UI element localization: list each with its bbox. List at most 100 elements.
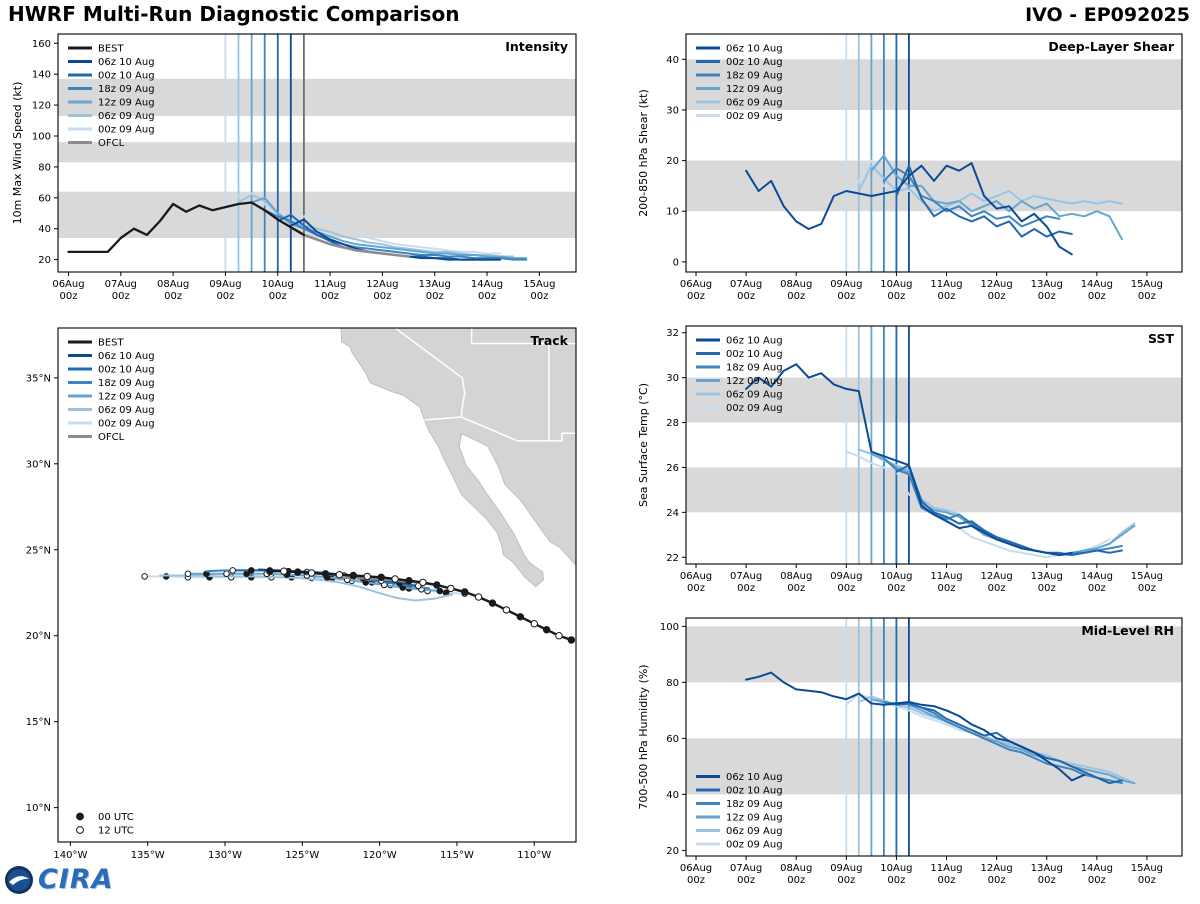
svg-text:120: 120 [32, 101, 51, 112]
track-point-00utc [405, 577, 413, 585]
svg-text:00z 10 Aug: 00z 10 Aug [726, 349, 783, 360]
intensity-axes: 06Aug00z07Aug00z08Aug00z09Aug00z10Aug00z… [32, 39, 556, 302]
svg-text:18z 09 Aug: 18z 09 Aug [98, 84, 155, 95]
svg-text:00z: 00z [887, 875, 905, 886]
svg-text:12z 09 Aug: 12z 09 Aug [98, 392, 155, 403]
svg-text:12z 09 Aug: 12z 09 Aug [726, 376, 783, 387]
track-point-00utc [542, 626, 551, 634]
rh-chart-panel: 06Aug 00z 07Aug 00z 08Aug 00z 09Aug 00z 10Aug 00z… [634, 612, 1192, 900]
svg-text:00z: 00z [478, 291, 496, 302]
svg-text:32: 32 [666, 328, 679, 339]
svg-text:00z: 00z [887, 583, 905, 594]
track-legend: BEST 06z 10 Aug 00z 10 Aug 18z 09 Aug 12z 09… [68, 338, 155, 443]
sst-title: SST [1148, 331, 1174, 346]
track-point-00utc [349, 571, 357, 580]
svg-text:00z 09 Aug: 00z 09 Aug [98, 125, 155, 136]
svg-text:15Aug: 15Aug [1131, 279, 1163, 290]
track-point-00utc [433, 581, 441, 589]
shading-band [686, 467, 1182, 513]
track-point-12utc [141, 573, 148, 580]
intensity-frame [57, 33, 577, 273]
svg-text:00z: 00z [59, 291, 77, 302]
svg-text:00z: 00z [216, 291, 234, 302]
series-12z-09-aug [250, 196, 528, 260]
svg-text:13Aug: 13Aug [1031, 571, 1063, 582]
svg-text:00 UTC: 00 UTC [98, 812, 134, 823]
shear-ylabel: 200-850 hPa Shear (kt) [637, 89, 650, 217]
svg-text:00z: 00z [112, 291, 130, 302]
svg-text:00z: 00z [787, 583, 805, 594]
track-axes: 140°W 135°W 130°W 125°W 120°W 115°W 110°W 10°N 1… [26, 373, 552, 861]
svg-text:00z: 00z [737, 291, 755, 302]
svg-text:115°W: 115°W [440, 850, 474, 861]
svg-text:60: 60 [666, 734, 679, 745]
series-12z-09-aug [870, 698, 1136, 785]
svg-text:00z: 00z [988, 875, 1006, 886]
svg-text:09Aug: 09Aug [830, 863, 862, 874]
series-ofcl [289, 225, 410, 258]
svg-text:160: 160 [32, 39, 51, 50]
svg-text:06z 10 Aug: 06z 10 Aug [726, 44, 783, 55]
track-figure: 140°W 135°W 130°W 125°W 120°W 115°W 110°W 10°N 1… [26, 327, 577, 861]
svg-text:00z: 00z [164, 291, 182, 302]
svg-text:30: 30 [666, 105, 679, 116]
svg-text:135°W: 135°W [131, 850, 165, 861]
track-point-00utc [266, 567, 274, 575]
svg-text:08Aug: 08Aug [780, 571, 812, 582]
svg-text:28: 28 [666, 418, 679, 429]
svg-text:11Aug: 11Aug [930, 571, 962, 582]
track-point-00utc [461, 588, 469, 596]
track-point-12utc [391, 575, 399, 583]
svg-text:11Aug: 11Aug [930, 863, 962, 874]
svg-text:18z 09 Aug: 18z 09 Aug [726, 71, 783, 82]
svg-text:12 UTC: 12 UTC [98, 826, 134, 837]
svg-text:06Aug: 06Aug [680, 279, 712, 290]
cira-logo: CIRA [4, 864, 114, 895]
svg-text:00z: 00z [687, 291, 705, 302]
intensity-title: Intensity [505, 39, 568, 54]
svg-text:00z: 00z [787, 875, 805, 886]
svg-text:00z: 00z [938, 583, 956, 594]
svg-text:00z: 00z [1038, 291, 1056, 302]
state-border [424, 416, 576, 442]
svg-text:100: 100 [660, 622, 679, 633]
svg-text:06z 09 Aug: 06z 09 Aug [98, 111, 155, 122]
shading-band [58, 191, 576, 238]
svg-text:07Aug: 07Aug [730, 571, 762, 582]
page-title: HWRF Multi-Run Diagnostic Comparison [8, 2, 460, 26]
sst-frame [685, 325, 1183, 565]
svg-text:00z 09 Aug: 00z 09 Aug [726, 111, 783, 122]
svg-text:00z: 00z [837, 291, 855, 302]
svg-text:120°W: 120°W [363, 850, 397, 861]
svg-text:30°N: 30°N [26, 459, 51, 470]
track-point-12utc [184, 570, 192, 578]
svg-text:OFCL: OFCL [98, 432, 125, 443]
svg-text:00z: 00z [321, 291, 339, 302]
svg-text:06z 10 Aug: 06z 10 Aug [98, 57, 155, 68]
svg-text:20: 20 [666, 846, 679, 857]
svg-text:60: 60 [38, 193, 51, 204]
shear-title: Deep-Layer Shear [1048, 39, 1174, 54]
svg-text:20: 20 [666, 156, 679, 167]
svg-text:11Aug: 11Aug [930, 279, 962, 290]
shear-chart-panel: 06Aug 00z 07Aug 00z 08Aug 00z 09Aug 00z 10Aug 00z… [634, 28, 1192, 316]
track-frame [57, 327, 577, 843]
svg-text:00z: 00z [1138, 875, 1156, 886]
svg-text:00z: 00z [426, 291, 444, 302]
shear-figure: 06Aug00z07Aug00z08Aug00z09Aug00z10Aug00z… [637, 33, 1183, 302]
svg-text:24: 24 [666, 508, 679, 519]
svg-text:12z 09 Aug: 12z 09 Aug [98, 98, 155, 109]
storm-id-title: IVO - EP092025 [1025, 4, 1190, 26]
svg-text:18z 09 Aug: 18z 09 Aug [726, 799, 783, 810]
track-point-00utc [377, 573, 385, 581]
svg-text:06z 09 Aug: 06z 09 Aug [726, 390, 783, 401]
svg-text:14Aug: 14Aug [1081, 571, 1113, 582]
svg-text:15Aug: 15Aug [1131, 571, 1163, 582]
svg-text:08Aug: 08Aug [157, 279, 189, 290]
svg-text:00z: 00z [373, 291, 391, 302]
shading-band [58, 78, 576, 116]
svg-text:10Aug: 10Aug [880, 863, 912, 874]
shading-band [686, 738, 1182, 795]
land-mass [340, 327, 577, 588]
